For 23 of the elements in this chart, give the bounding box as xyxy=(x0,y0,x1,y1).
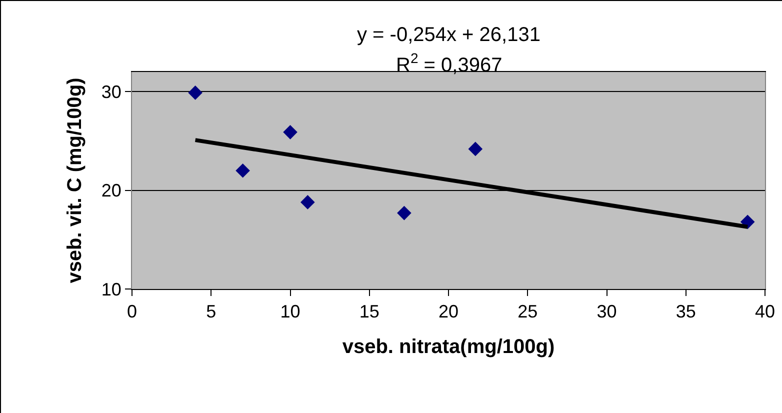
x-tick-label: 40 xyxy=(754,302,776,322)
x-tick-label: 10 xyxy=(280,302,300,322)
annotation: R$^{2}$ = 0,3967 xyxy=(396,50,502,76)
y-tick-label: 20 xyxy=(101,180,122,201)
x-tick-label: 30 xyxy=(596,302,617,322)
x-tick-label: 20 xyxy=(438,302,459,322)
point xyxy=(740,214,755,230)
x-tick-label: 0 xyxy=(126,302,138,322)
x-tick-label: 35 xyxy=(676,302,696,322)
point xyxy=(236,163,250,178)
point xyxy=(283,125,298,140)
x-tick-label: 5 xyxy=(206,302,216,322)
y-tick-label: 10 xyxy=(101,279,122,300)
point xyxy=(188,86,202,100)
text: y = -0,254x + 26,131 xyxy=(357,24,540,46)
y-tick-label: 30 xyxy=(101,82,122,102)
x-tick-label: 15 xyxy=(359,302,380,322)
x-axis-title: vseb. nitrata(mg/100g) xyxy=(342,336,555,358)
point xyxy=(397,206,412,220)
y-axis-title: vseb. vit. C (mg/100g) xyxy=(64,78,86,284)
point xyxy=(300,195,315,210)
x-tick-label: 25 xyxy=(518,302,538,322)
point xyxy=(468,142,483,156)
